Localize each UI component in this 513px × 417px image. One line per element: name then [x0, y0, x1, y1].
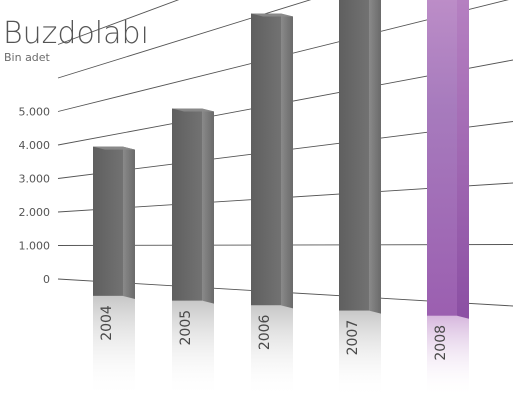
x-tick-label: 2008: [433, 325, 449, 361]
x-tick-label: 2007: [345, 320, 361, 356]
y-tick-label: 2.000: [19, 206, 51, 219]
bar-side-face: [202, 108, 214, 304]
bar-side-face: [457, 0, 469, 319]
x-tick-labels: 2004 2005 2006 2007 2008: [99, 305, 449, 361]
bar-2005: [172, 108, 214, 304]
x-tick-label: 2004: [99, 305, 115, 341]
y-tick-label: 3.000: [19, 173, 51, 186]
bar-top-face: [251, 13, 293, 17]
y-tick-labels: 0 1.000 2.000 3.000 4.000 5.000: [19, 106, 51, 287]
bar-front-face: [93, 146, 123, 296]
bar-reflection: [251, 305, 293, 398]
x-tick-label: 2006: [257, 314, 273, 350]
bar-side-face: [123, 146, 135, 299]
grid-line: [57, 0, 180, 45]
x-tick-label: 2005: [178, 310, 194, 346]
bar-front-face: [339, 0, 369, 311]
bar-front-face: [251, 13, 281, 306]
y-tick-label: 1.000: [19, 240, 51, 253]
bar-side-face: [369, 0, 381, 314]
chart-subtitle: Bin adet: [4, 51, 51, 64]
bar-2004: [93, 146, 135, 299]
bar-top-face: [93, 146, 135, 150]
chart-title: Buzdolabı: [3, 16, 149, 51]
bar-top-face: [172, 108, 214, 112]
bar-reflections: [93, 296, 469, 398]
y-tick-label: 0: [43, 273, 50, 286]
y-tick-label: 4.000: [19, 139, 51, 152]
bar-front-face: [427, 0, 457, 316]
bar-2006: [251, 13, 293, 309]
bars: [93, 0, 469, 319]
grid-line: [57, 0, 312, 79]
bar-reflection: [427, 315, 469, 398]
bar-side-face: [281, 13, 293, 309]
y-tick-label: 5.000: [19, 106, 51, 119]
bar-2007: [339, 0, 381, 314]
bar-front-face: [172, 108, 202, 301]
bar-2008: [427, 0, 469, 319]
bar-reflection: [93, 296, 135, 398]
bar-reflection: [172, 300, 214, 398]
bar-reflection: [339, 310, 381, 398]
